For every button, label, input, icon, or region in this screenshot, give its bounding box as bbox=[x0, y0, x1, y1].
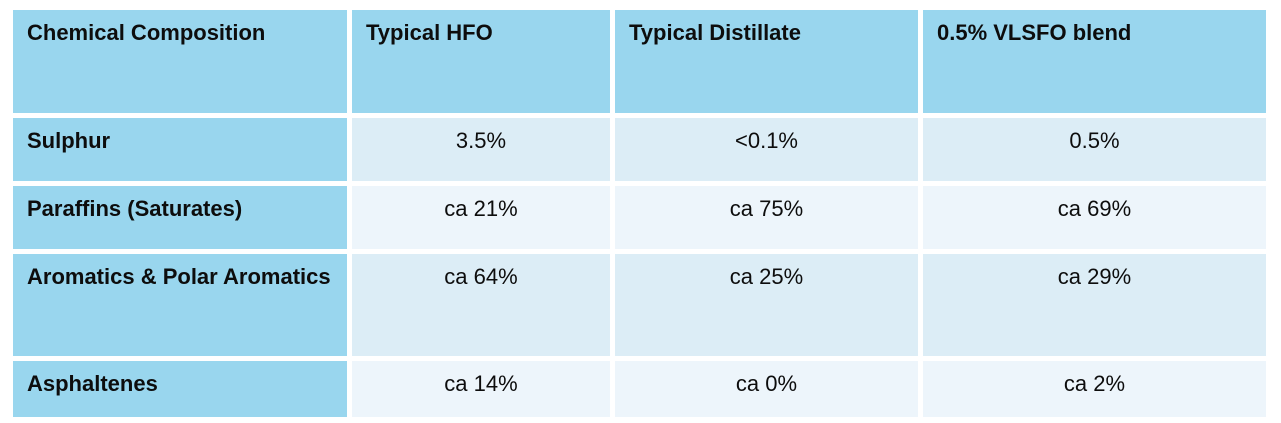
row-label-asphaltenes: Asphaltenes bbox=[13, 361, 347, 417]
paraffins-hfo-value: ca 21% bbox=[352, 186, 610, 249]
column-header-typical-distillate: Typical Distillate bbox=[615, 10, 918, 113]
sulphur-hfo-value: 3.5% bbox=[352, 118, 610, 181]
table-row-paraffins: Paraffins (Saturates) ca 21% ca 75% ca 6… bbox=[13, 186, 1266, 249]
column-header-vlsfo-blend: 0.5% VLSFO blend bbox=[923, 10, 1266, 113]
fuel-composition-table: Chemical Composition Typical HFO Typical… bbox=[8, 5, 1271, 422]
table-row-asphaltenes: Asphaltenes ca 14% ca 0% ca 2% bbox=[13, 361, 1266, 417]
row-label-sulphur: Sulphur bbox=[13, 118, 347, 181]
table-row-aromatics: Aromatics & Polar Aromatics ca 64% ca 25… bbox=[13, 254, 1266, 356]
sulphur-vlsfo-value: 0.5% bbox=[923, 118, 1266, 181]
row-label-paraffins: Paraffins (Saturates) bbox=[13, 186, 347, 249]
aromatics-hfo-value: ca 64% bbox=[352, 254, 610, 356]
asphaltenes-distillate-value: ca 0% bbox=[615, 361, 918, 417]
sulphur-distillate-value: <0.1% bbox=[615, 118, 918, 181]
column-header-chemical-composition: Chemical Composition bbox=[13, 10, 347, 113]
row-label-aromatics: Aromatics & Polar Aromatics bbox=[13, 254, 347, 356]
paraffins-distillate-value: ca 75% bbox=[615, 186, 918, 249]
table-row-sulphur: Sulphur 3.5% <0.1% 0.5% bbox=[13, 118, 1266, 181]
column-header-typical-hfo: Typical HFO bbox=[352, 10, 610, 113]
paraffins-vlsfo-value: ca 69% bbox=[923, 186, 1266, 249]
aromatics-distillate-value: ca 25% bbox=[615, 254, 918, 356]
asphaltenes-vlsfo-value: ca 2% bbox=[923, 361, 1266, 417]
header-row: Chemical Composition Typical HFO Typical… bbox=[13, 10, 1266, 113]
aromatics-vlsfo-value: ca 29% bbox=[923, 254, 1266, 356]
asphaltenes-hfo-value: ca 14% bbox=[352, 361, 610, 417]
